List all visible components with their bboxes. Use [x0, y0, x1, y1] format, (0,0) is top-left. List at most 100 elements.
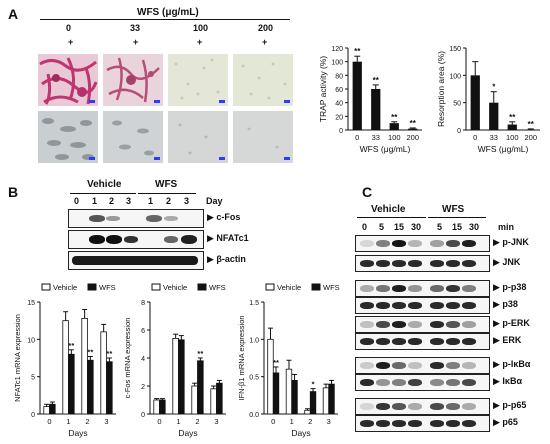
bar: [352, 61, 362, 130]
x-tick-label: 1: [66, 417, 70, 426]
y-tick-label: 4: [141, 356, 145, 363]
micrograph-pit-100: [168, 111, 228, 163]
x-tick-label: 0: [473, 133, 477, 142]
blot-band: [392, 362, 406, 369]
blot-band: [408, 379, 422, 386]
legend-swatch-vehicle: [151, 283, 161, 291]
blot-band: [392, 285, 406, 292]
blot-band: [360, 403, 374, 410]
bar: [216, 382, 223, 415]
bar: [309, 391, 317, 415]
y-axis-label: TRAP activity (%): [318, 56, 328, 123]
y-axis-label: c-Fos mRNA expression: [123, 318, 132, 399]
blot-band: [446, 338, 460, 345]
blot-band: [360, 260, 374, 267]
day-tick: 2: [109, 196, 115, 206]
dose-label: 33: [130, 23, 141, 33]
bar: [267, 338, 274, 415]
x-tick-label: 3: [104, 417, 108, 426]
legend-label: WFS: [99, 283, 116, 292]
significance-label: **: [106, 349, 112, 358]
blot-label: ▶ p65: [493, 417, 518, 427]
blot-band: [446, 403, 460, 410]
blot-label: ▶ p-ERK: [493, 318, 530, 328]
blot-nfatc1: [68, 230, 204, 249]
y-tick-label: 0: [141, 412, 145, 419]
panel-a-letter: A: [8, 6, 19, 22]
x-tick-label: 33: [490, 133, 498, 142]
blot-band: [376, 302, 390, 309]
blot-band: [462, 302, 476, 309]
blot-band: [360, 240, 374, 247]
bar: [322, 387, 330, 415]
blot-label: ▶ β-actin: [207, 254, 246, 264]
panel-c-vehicle: Vehicle: [371, 204, 406, 215]
bar: [106, 361, 113, 415]
y-tick-label: 50: [453, 101, 461, 108]
significance-label: **: [410, 119, 417, 128]
blot-band: [408, 302, 422, 309]
blot-c-fos: [68, 209, 204, 228]
min-tick: 5: [379, 222, 385, 232]
panel-c-letter: C: [362, 184, 373, 200]
plus-label: +: [68, 37, 74, 47]
bar: [68, 353, 75, 415]
bar: [100, 331, 107, 415]
bar: [408, 128, 418, 130]
x-tick-label: 200: [406, 133, 419, 142]
x-tick-label: 2: [85, 417, 89, 426]
significance-label: **: [509, 113, 516, 122]
micrograph-trap-0: [38, 54, 98, 106]
y-tick-label: 15: [27, 300, 35, 307]
x-tick-label: 100: [506, 133, 519, 142]
blot-panel-c: [355, 280, 490, 297]
blot-band: [446, 362, 460, 369]
significance-label: **: [197, 349, 203, 358]
micrograph-trap-100: [168, 54, 228, 106]
blot-band: [446, 420, 460, 427]
y-tick-label: 1.5: [249, 300, 259, 307]
x-axis-label: WFS (μg/mL): [478, 144, 529, 154]
bar: [191, 385, 198, 415]
panel-c-vehicle-rule: [357, 217, 426, 218]
blot-band: [392, 302, 406, 309]
dose-label: 0: [66, 23, 72, 33]
y-tick-label: 0: [339, 128, 343, 135]
blot-band: [462, 321, 476, 328]
panel-b-vehicle: Vehicle: [87, 179, 122, 190]
bar: [470, 75, 480, 130]
blot-band: [462, 420, 476, 427]
blot-band: [446, 240, 460, 247]
day-tick: 1: [148, 196, 154, 206]
y-tick-label: 5: [31, 375, 35, 382]
bar: [489, 102, 499, 130]
y-tick-label: 0: [457, 128, 461, 135]
dose-label: 200: [258, 23, 274, 33]
blot-band: [446, 285, 460, 292]
blot-band: [392, 260, 406, 267]
significance-label: **: [354, 47, 361, 56]
y-tick-label: 8: [141, 300, 145, 307]
legend: Vehicle WFS: [265, 283, 340, 292]
blot-band: [430, 403, 444, 410]
blot-band: [462, 260, 476, 267]
blot-label: ▶ p38: [493, 299, 518, 309]
blot-panel-c: [355, 415, 490, 432]
x-tick-label: 200: [524, 133, 537, 142]
day-tick: 3: [126, 196, 132, 206]
blot-band: [408, 338, 422, 345]
y-tick-label: 6: [141, 328, 145, 335]
blot-band: [360, 285, 374, 292]
blot-band: [376, 260, 390, 267]
y-tick-label: 10: [27, 337, 35, 344]
bar: [159, 399, 166, 415]
y-tick-label: 100: [331, 60, 343, 67]
bar: [43, 406, 50, 415]
min-tick: 15: [394, 222, 405, 232]
y-tick-label: 120: [331, 46, 343, 53]
day-tick: 0: [74, 196, 80, 206]
x-tick-label: 33: [372, 133, 380, 142]
day-tick: 3: [184, 196, 190, 206]
bar: [272, 372, 280, 415]
dose-label: 100: [193, 23, 209, 33]
